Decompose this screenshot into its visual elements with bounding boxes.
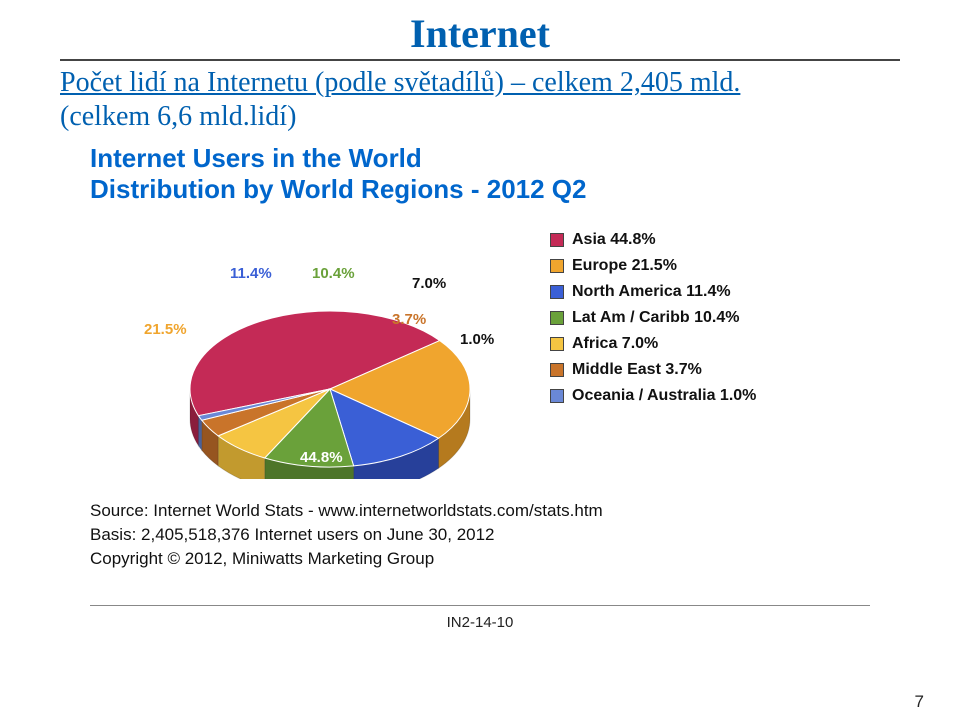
footer-code: IN2-14-10 xyxy=(60,614,900,631)
legend: Asia 44.8% Europe 21.5% North America 11.4… xyxy=(550,231,756,413)
source-line-1: Source: Internet World Stats - www.inter… xyxy=(90,499,900,523)
subtitle-line1: Počet lidí na Internetu (podle světadílů… xyxy=(60,67,900,99)
legend-swatch xyxy=(550,389,564,403)
pie-label: 7.0% xyxy=(412,275,446,292)
legend-text: Europe 21.5% xyxy=(572,257,677,275)
pie-label: 21.5% xyxy=(144,321,187,338)
legend-swatch xyxy=(550,337,564,351)
legend-row: Oceania / Australia 1.0% xyxy=(550,387,756,405)
top-rule xyxy=(60,59,900,61)
legend-text: Africa 7.0% xyxy=(572,335,658,353)
legend-row: North America 11.4% xyxy=(550,283,756,301)
legend-text: Middle East 3.7% xyxy=(572,361,702,379)
source-block: Source: Internet World Stats - www.inter… xyxy=(90,499,900,570)
legend-swatch xyxy=(550,259,564,273)
chart-title-line2: Distribution by World Regions - 2012 Q2 xyxy=(90,174,900,205)
bottom-rule xyxy=(90,605,870,606)
pie-label: 3.7% xyxy=(392,311,426,328)
page-number: 7 xyxy=(915,692,924,712)
legend-text: Asia 44.8% xyxy=(572,231,656,249)
legend-swatch xyxy=(550,311,564,325)
pie-label: 1.0% xyxy=(460,331,494,348)
legend-row: Europe 21.5% xyxy=(550,257,756,275)
chart-title-line1: Internet Users in the World xyxy=(90,143,900,174)
page-title: Internet xyxy=(60,10,900,57)
source-line-2: Basis: 2,405,518,376 Internet users on J… xyxy=(90,523,900,547)
legend-swatch xyxy=(550,233,564,247)
legend-text: Oceania / Australia 1.0% xyxy=(572,387,756,405)
pie-label: 10.4% xyxy=(312,265,355,282)
pie-svg xyxy=(90,219,520,479)
pie-chart: 44.8% 21.5% 11.4% 10.4% 7.0% 3.7% 1.0% xyxy=(90,219,520,479)
legend-text: North America 11.4% xyxy=(572,283,731,301)
legend-row: Lat Am / Caribb 10.4% xyxy=(550,309,756,327)
pie-label: 11.4% xyxy=(230,265,272,282)
legend-swatch xyxy=(550,285,564,299)
chart-block: Internet Users in the World Distribution… xyxy=(90,143,900,479)
source-line-3: Copyright © 2012, Miniwatts Marketing Gr… xyxy=(90,547,900,571)
subtitle-line2: (celkem 6,6 mld.lidí) xyxy=(60,101,900,133)
legend-row: Africa 7.0% xyxy=(550,335,756,353)
legend-row: Middle East 3.7% xyxy=(550,361,756,379)
legend-swatch xyxy=(550,363,564,377)
pie-label: 44.8% xyxy=(300,449,343,466)
pie-side xyxy=(198,416,201,451)
legend-text: Lat Am / Caribb 10.4% xyxy=(572,309,739,327)
legend-row: Asia 44.8% xyxy=(550,231,756,249)
